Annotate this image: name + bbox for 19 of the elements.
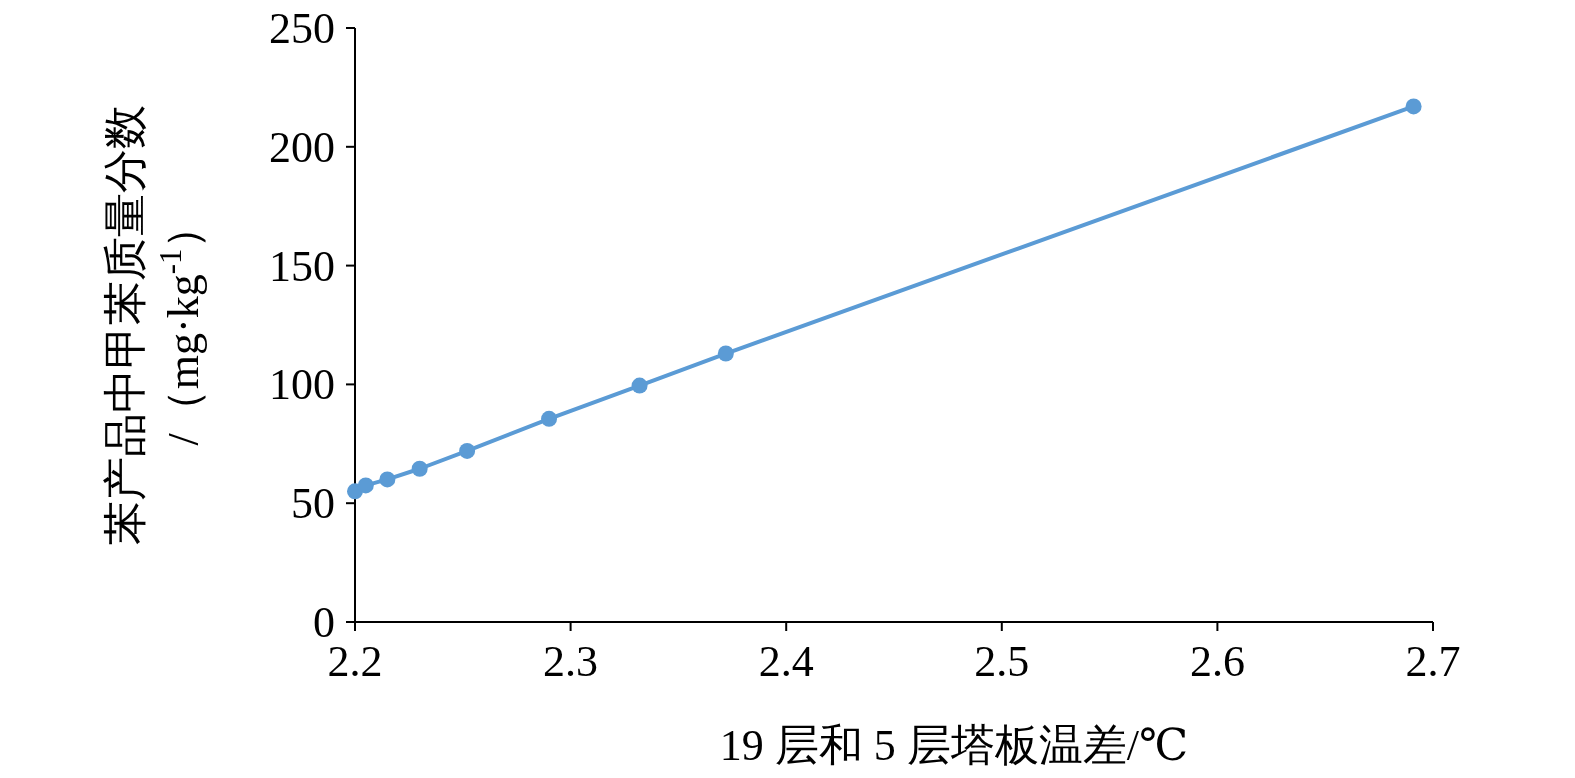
x-tick-label: 2.3 [543, 637, 599, 686]
x-tick-label: 2.6 [1189, 637, 1245, 686]
y-tick-label: 100 [269, 360, 335, 410]
y-tick-label: 50 [291, 479, 335, 529]
x-axis-title: 19 层和 5 层塔板温差/℃ [719, 721, 1189, 770]
x-tick-label: 2.7 [1405, 637, 1461, 686]
point [411, 460, 428, 477]
point [631, 377, 648, 394]
point [1405, 98, 1422, 115]
y-tick-label: 250 [269, 4, 335, 53]
point [379, 471, 396, 488]
x-tick-label: 2.5 [974, 637, 1030, 686]
x-tick-label: 2.4 [758, 637, 814, 686]
point [459, 442, 476, 459]
point [717, 345, 734, 362]
y-tick-label: 200 [269, 122, 335, 172]
point [541, 410, 558, 427]
y-tick-label: 150 [269, 241, 335, 291]
point [357, 477, 374, 494]
